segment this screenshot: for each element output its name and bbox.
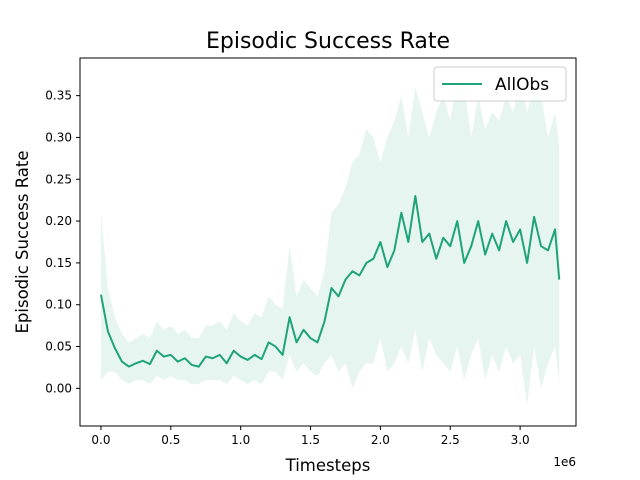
y-tick-label: 0.00	[45, 381, 72, 395]
plot-frame	[79, 57, 577, 427]
plot-area	[99, 78, 561, 406]
x-tick-label: 2.0	[371, 433, 390, 447]
y-axis-label: Episodic Success Rate	[13, 150, 32, 333]
x-axis-label: Timesteps	[285, 456, 371, 475]
y-tick-label: 0.05	[45, 340, 72, 354]
y-tick-label: 0.10	[45, 298, 72, 312]
chart-title: Episodic Success Rate	[206, 29, 450, 54]
legend-box	[433, 66, 567, 102]
y-tick-label: 0.15	[45, 256, 72, 270]
y-axis: 0.00 0.05 0.10 0.15 0.20 0.25 0.30 0.35	[45, 89, 80, 395]
y-tick-label: 0.30	[45, 130, 72, 144]
x-tick-label: 2.5	[441, 433, 460, 447]
y-tick-label: 0.35	[45, 89, 72, 103]
confidence-band-0	[100, 78, 560, 406]
x-axis-multiplier: 1e6	[553, 455, 576, 469]
legend-label-allobs: AllObs	[495, 75, 549, 95]
x-tick-label: 0.0	[91, 433, 110, 447]
series-line-0	[99, 195, 561, 368]
y-tick-label: 0.25	[45, 172, 72, 186]
x-tick-label: 3.0	[511, 433, 530, 447]
y-tick-label: 0.20	[45, 214, 72, 228]
x-tick-label: 1.0	[231, 433, 250, 447]
x-tick-label: 0.5	[161, 433, 180, 447]
x-tick-label: 1.5	[301, 433, 320, 447]
legend: AllObs	[433, 66, 567, 102]
x-axis: 0.0 0.5 1.0 1.5 2.0 2.5 3.0	[91, 426, 530, 447]
